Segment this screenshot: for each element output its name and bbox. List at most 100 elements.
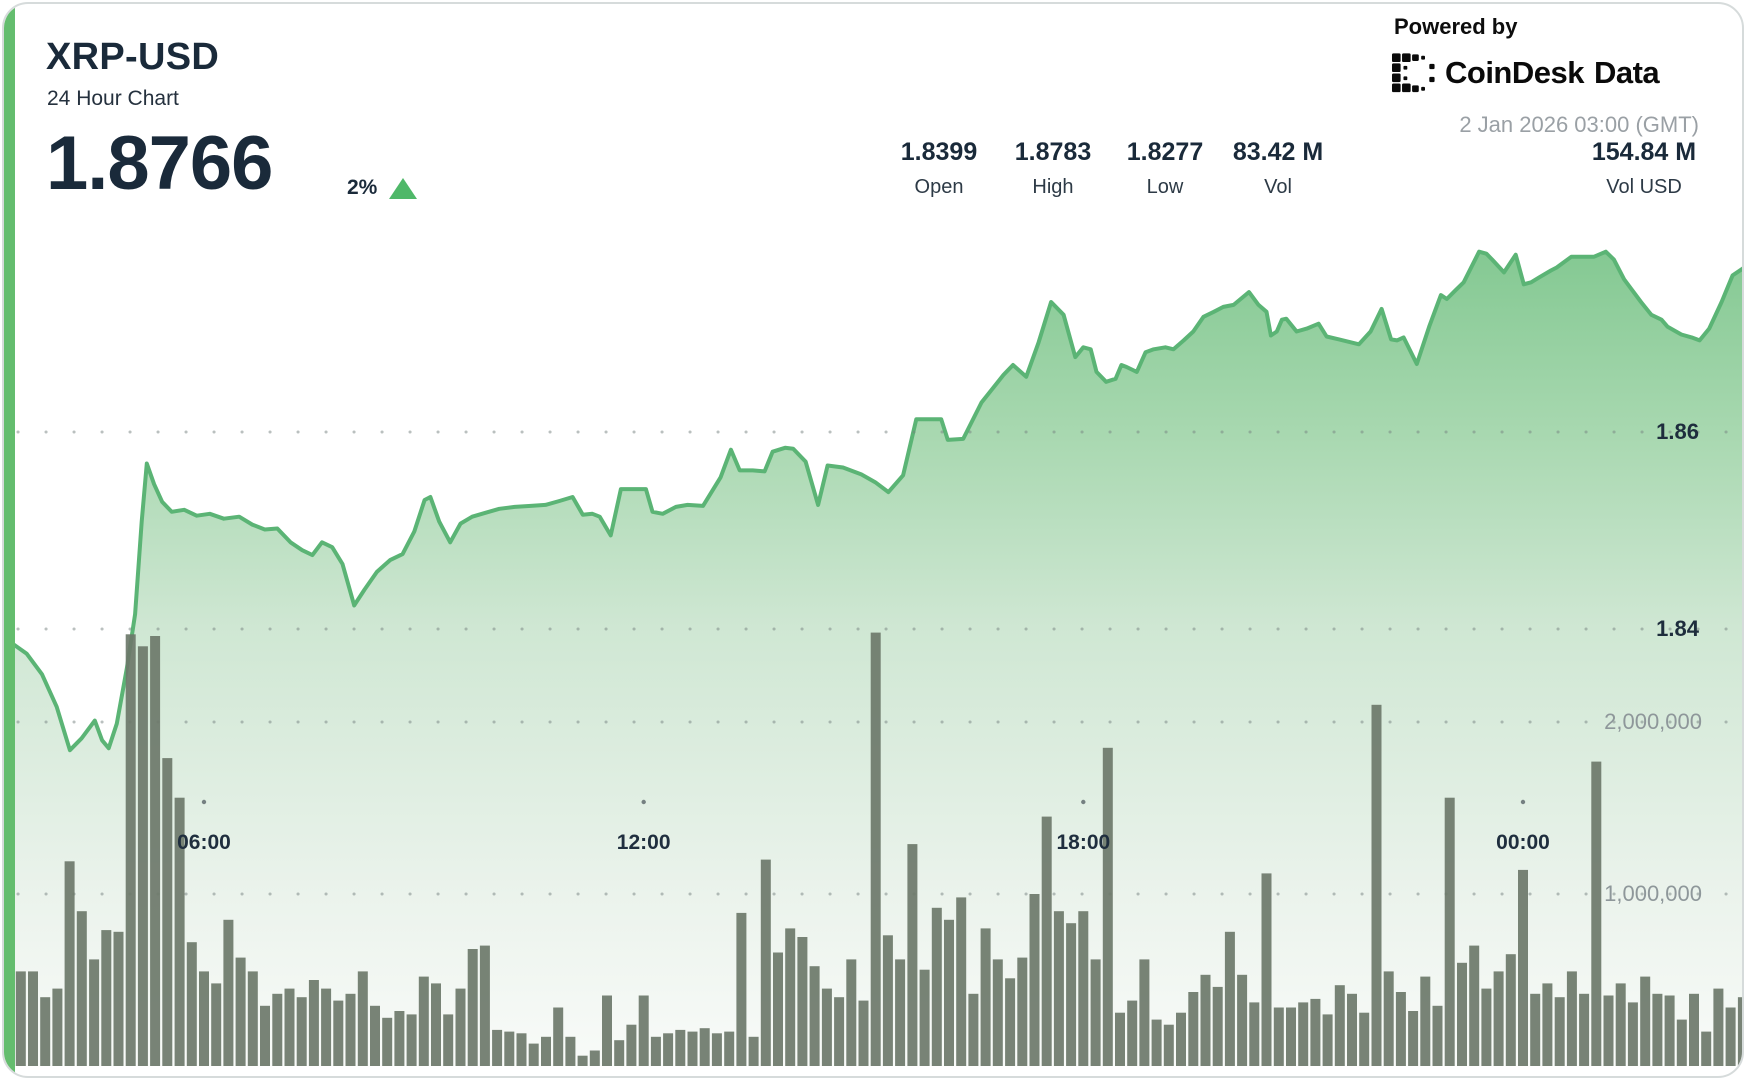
- volume-bar: [28, 971, 38, 1066]
- volume-bar: [382, 1017, 393, 1066]
- volume-bar: [907, 844, 918, 1066]
- stat-high-label: High: [1032, 176, 1074, 198]
- volume-bar: [1249, 1002, 1260, 1066]
- volume-bar: [1176, 1012, 1186, 1066]
- volume-bar: [272, 993, 283, 1066]
- volume-bar: [931, 907, 942, 1066]
- volume-bar: [541, 1036, 551, 1066]
- volume-bar: [479, 945, 490, 1066]
- volume-bar: [1017, 957, 1028, 1066]
- volume-bar: [1273, 1007, 1284, 1066]
- volume-bar: [1163, 1024, 1174, 1066]
- volume-bar: [40, 997, 51, 1066]
- stat-low: 1.8277 Low: [1127, 138, 1203, 199]
- volume-bar: [663, 1033, 674, 1066]
- volume-bar: [919, 969, 930, 1066]
- volume-bar: [1432, 1005, 1443, 1066]
- volume-bar: [724, 1031, 735, 1066]
- volume-bar: [1469, 945, 1480, 1066]
- volume-bar: [1701, 1031, 1712, 1066]
- y-axis-price-label: 1.86: [1656, 419, 1699, 444]
- volume-bar: [296, 997, 307, 1066]
- volume-bar: [1347, 993, 1357, 1066]
- volume-bar: [1212, 986, 1223, 1066]
- y-axis-volume-label: 1,000,000: [1604, 881, 1702, 906]
- volume-bar: [589, 1050, 600, 1066]
- volume-bar: [284, 988, 295, 1066]
- volume-bar: [1408, 1011, 1419, 1066]
- volume-bar: [956, 897, 967, 1066]
- volume-bar: [1542, 983, 1553, 1066]
- volume-bar: [1627, 1002, 1638, 1066]
- volume-bar: [394, 1011, 405, 1066]
- volume-bar: [834, 997, 845, 1066]
- volume-bar: [1530, 993, 1541, 1066]
- volume-bar: [431, 983, 441, 1066]
- volume-bar: [1383, 971, 1394, 1066]
- volume-bar: [1237, 974, 1248, 1066]
- volume-bar: [1676, 1019, 1687, 1066]
- volume-bar: [1053, 911, 1064, 1066]
- volume-bar: [895, 959, 906, 1066]
- volume-bar: [1444, 797, 1455, 1066]
- volume-bar: [1139, 959, 1150, 1066]
- volume-bar: [1127, 1000, 1138, 1066]
- volume-bar: [76, 911, 87, 1066]
- x-axis-time-label: 00:00: [1496, 831, 1550, 854]
- volume-bar: [699, 1028, 710, 1066]
- volume-bar: [223, 919, 234, 1066]
- volume-bar: [1261, 873, 1272, 1066]
- volume-bar: [174, 797, 185, 1066]
- volume-bar: [308, 980, 319, 1066]
- volume-bar: [1713, 988, 1724, 1066]
- volume-bar: [1481, 988, 1492, 1066]
- coindesk-brand-text: CoinDesk: [1445, 55, 1584, 90]
- volume-bar: [418, 976, 429, 1066]
- volume-bar: [1115, 1012, 1125, 1066]
- volume-bar: [1041, 816, 1052, 1066]
- volume-bar: [1151, 1019, 1162, 1066]
- stat-vol-usd-value: 154.84 M: [1591, 138, 1697, 166]
- volume-bar: [321, 988, 332, 1066]
- volume-bar: [113, 931, 124, 1066]
- volume-bar: [406, 1014, 417, 1066]
- volume-bar: [748, 1036, 759, 1066]
- volume-bar: [1102, 747, 1113, 1066]
- volume-bar: [1224, 931, 1235, 1066]
- volume-bar: [528, 1043, 539, 1066]
- volume-bar: [1737, 997, 1742, 1066]
- coindesk-logo-icon: [1392, 53, 1435, 93]
- volume-bar: [235, 957, 246, 1066]
- stat-vol: 83.42 M Vol: [1233, 138, 1323, 199]
- stat-vol-usd: 154.84 M Vol USD: [1592, 138, 1696, 199]
- volume-bar: [760, 859, 771, 1066]
- volume-bar: [1554, 997, 1565, 1066]
- y-axis-price-label: 1.84: [1656, 616, 1699, 641]
- volume-bar: [357, 971, 368, 1066]
- volume-bar: [162, 758, 173, 1066]
- volume-bar: [370, 1005, 380, 1066]
- volume-bar: [626, 1024, 637, 1066]
- page-title: XRP-USD: [46, 36, 220, 78]
- stat-open-value: 1.8399: [900, 138, 978, 166]
- volume-bar: [247, 971, 258, 1066]
- volume-bar: [504, 1031, 515, 1066]
- volume-bar: [1566, 971, 1577, 1066]
- volume-bar: [1493, 971, 1504, 1066]
- volume-bar: [1371, 704, 1382, 1066]
- coindesk-logo: CoinDesk Data: [1392, 52, 1660, 94]
- volume-bar: [858, 1000, 869, 1066]
- current-price: 1.8766: [46, 121, 273, 206]
- volume-bar: [675, 1029, 686, 1066]
- coindesk-brand-text-2: Data: [1593, 55, 1660, 90]
- volume-bar: [186, 942, 197, 1066]
- volume-bar: [1457, 962, 1467, 1066]
- price-line: [7, 249, 1742, 753]
- volume-bar: [1640, 976, 1651, 1066]
- volume-bar: [89, 959, 100, 1066]
- volume-bar: [638, 995, 649, 1066]
- price-change: 2%: [347, 176, 418, 200]
- volume-bar: [565, 1036, 576, 1066]
- volume-bar: [687, 1031, 698, 1066]
